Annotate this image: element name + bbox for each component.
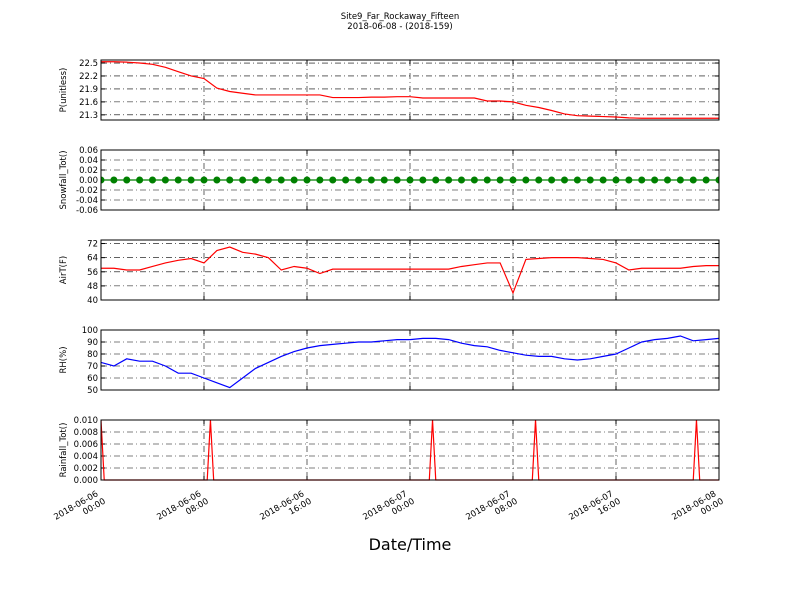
data-point <box>573 176 581 184</box>
y-tick-label: 70 <box>87 362 98 372</box>
data-point <box>110 176 118 184</box>
y-axis-label: RH(%) <box>59 346 69 373</box>
data-point <box>290 176 298 184</box>
data-point <box>226 176 234 184</box>
y-tick-label: 72 <box>87 240 98 250</box>
data-point <box>625 176 633 184</box>
y-tick-label: 60 <box>87 374 98 384</box>
data-point <box>213 176 221 184</box>
data-point <box>509 176 517 184</box>
data-point <box>483 176 491 184</box>
data-point <box>638 176 646 184</box>
plot-area <box>101 61 719 119</box>
y-tick-label: -0.04 <box>76 196 98 206</box>
data-point <box>161 176 169 184</box>
data-point <box>470 176 478 184</box>
y-axis-label: P(unitless) <box>59 68 69 113</box>
plot-area <box>101 246 719 295</box>
data-line <box>101 61 719 119</box>
y-tick-label: 21.6 <box>79 98 98 108</box>
y-tick-label: 21.3 <box>79 111 98 121</box>
y-axis-label: Snowfall_Tot() <box>59 150 69 209</box>
data-point <box>599 176 607 184</box>
data-point <box>535 176 543 184</box>
y-tick-label: 22.2 <box>79 72 98 82</box>
data-point <box>200 176 208 184</box>
y-tick-label: 22.5 <box>79 59 98 69</box>
data-point <box>393 176 401 184</box>
chart-subtitle: 2018-06-08 - (2018-159) <box>347 22 452 32</box>
data-point <box>342 176 350 184</box>
data-point <box>419 176 427 184</box>
y-tick-label: 0.00 <box>79 176 98 186</box>
data-point <box>174 176 182 184</box>
data-point <box>355 176 362 184</box>
data-point <box>432 176 440 184</box>
data-point <box>676 176 684 184</box>
y-tick-label: 64 <box>87 254 98 264</box>
y-tick-label: 48 <box>87 282 98 292</box>
data-point <box>664 176 671 184</box>
data-point <box>316 176 324 184</box>
data-point <box>303 176 311 184</box>
data-point <box>367 176 375 184</box>
data-point <box>187 176 195 184</box>
y-tick-label: 0.008 <box>74 428 98 438</box>
y-tick-label: -0.06 <box>76 206 98 216</box>
data-point <box>445 176 453 184</box>
data-point <box>264 176 272 184</box>
axes-frame <box>100 149 720 211</box>
data-point <box>689 176 697 184</box>
chart-title: Site9_Far_Rockaway_Fifteen <box>341 12 460 22</box>
data-point <box>406 176 414 184</box>
y-tick-label: 0.006 <box>74 440 98 450</box>
data-point <box>715 176 719 184</box>
data-point <box>522 176 530 184</box>
y-axis-label: AirT(F) <box>59 256 69 284</box>
data-point <box>651 176 659 184</box>
data-point <box>458 176 465 184</box>
y-axis-label: Rainfall_Tot() <box>59 423 69 478</box>
plot-area <box>101 176 719 184</box>
y-tick-label: 100 <box>82 326 98 336</box>
data-point <box>239 176 247 184</box>
plot-area <box>101 335 719 389</box>
data-point <box>586 176 594 184</box>
axes-frame <box>100 59 720 121</box>
y-tick-label: 50 <box>87 386 98 396</box>
y-tick-label: -0.02 <box>76 186 98 196</box>
data-point <box>702 176 710 184</box>
y-tick-label: 21.9 <box>79 85 98 95</box>
y-tick-label: 0.002 <box>74 464 98 474</box>
y-tick-label: 0.010 <box>74 416 98 426</box>
data-point <box>612 176 620 184</box>
data-point <box>252 176 259 184</box>
y-tick-label: 56 <box>87 268 98 278</box>
axes-frame <box>100 419 720 481</box>
y-tick-label: 90 <box>87 338 98 348</box>
data-point <box>277 176 285 184</box>
data-point <box>101 176 105 184</box>
axes-frame <box>100 329 720 391</box>
data-line <box>101 335 719 389</box>
data-point <box>548 176 556 184</box>
data-point <box>496 176 504 184</box>
y-tick-label: 0.000 <box>74 476 98 486</box>
data-point <box>123 176 131 184</box>
data-point <box>149 176 156 184</box>
y-tick-label: 0.06 <box>79 146 98 156</box>
x-axis-label: Date/Time <box>369 535 452 554</box>
axes-frame <box>100 239 720 301</box>
data-point <box>329 176 337 184</box>
y-tick-label: 80 <box>87 350 98 360</box>
data-point <box>380 176 388 184</box>
data-point <box>561 176 568 184</box>
data-point <box>136 176 144 184</box>
y-tick-label: 0.04 <box>79 156 98 166</box>
y-tick-label: 40 <box>87 296 98 306</box>
data-line <box>101 246 719 295</box>
y-tick-label: 0.004 <box>74 452 98 462</box>
y-tick-label: 0.02 <box>79 166 98 176</box>
